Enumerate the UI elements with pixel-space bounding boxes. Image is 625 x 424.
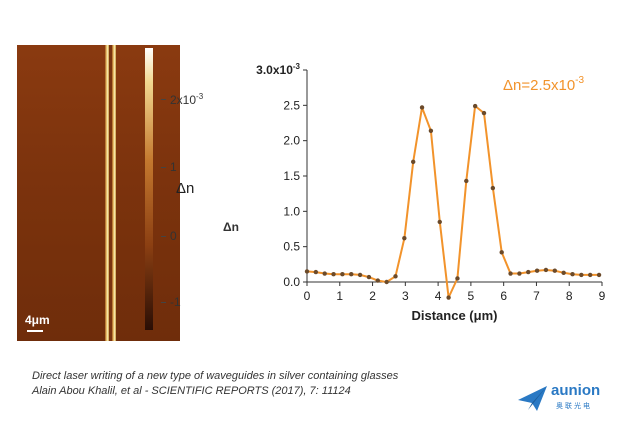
data-point <box>375 278 380 283</box>
data-point <box>543 267 549 273</box>
data-point <box>588 272 593 278</box>
data-point <box>313 269 319 275</box>
colorbar-label-1: 1 <box>170 160 177 174</box>
company-logo: aunion 奥联光电 <box>518 382 618 416</box>
scale-bar <box>27 330 43 332</box>
data-point <box>419 105 425 110</box>
series-line <box>306 105 599 299</box>
x-tick-label: 3 <box>402 289 409 303</box>
waveguide-left <box>105 45 109 341</box>
colorbar-tick <box>161 167 166 168</box>
x-tick-label: 1 <box>336 289 343 303</box>
data-point <box>596 272 602 278</box>
logo-subtitle: 奥联光电 <box>556 403 592 410</box>
data-point <box>428 128 434 133</box>
data-point <box>349 272 354 277</box>
data-point <box>570 272 575 277</box>
x-tick-label: 2 <box>369 289 376 303</box>
colorbar-label-minus-1: -1 <box>170 295 181 309</box>
x-tick-label: 0 <box>304 289 311 303</box>
data-point <box>340 272 345 277</box>
data-point <box>517 271 522 276</box>
y-tick-label: 1.0 <box>283 204 300 218</box>
data-point <box>508 271 513 276</box>
data-point <box>402 235 407 241</box>
data-point <box>446 295 451 300</box>
x-tick-label: 8 <box>566 289 573 303</box>
x-tick-label: 4 <box>435 289 442 303</box>
data-point <box>534 268 540 273</box>
data-point <box>499 250 504 255</box>
y-tick-label: 0.0 <box>283 275 300 289</box>
data-point <box>579 272 584 278</box>
x-tick-label: 5 <box>468 289 475 303</box>
waveguide-right <box>112 45 116 341</box>
caption-title: Direct laser writing of a new type of wa… <box>32 370 399 382</box>
x-tick-label: 9 <box>599 289 606 303</box>
data-point <box>331 272 336 277</box>
data-point <box>526 269 531 275</box>
paper-plane-icon <box>518 386 547 411</box>
x-tick-label: 6 <box>500 289 507 303</box>
data-point <box>561 270 566 276</box>
colorbar-tick <box>161 99 166 100</box>
data-point <box>490 185 496 191</box>
data-point <box>437 219 442 225</box>
y-tick-label: 2.5 <box>283 98 300 112</box>
data-point <box>464 178 469 184</box>
data-point <box>384 279 389 285</box>
waveguide-gap <box>109 45 112 341</box>
data-point <box>481 110 487 116</box>
y-tick-label-top: 3.0x10-3 <box>256 62 300 77</box>
data-point <box>411 159 416 165</box>
data-point <box>304 269 310 274</box>
colorbar-title: Δn <box>176 180 195 197</box>
data-point <box>357 272 363 278</box>
colorbar-tick <box>161 302 166 303</box>
data-point <box>393 274 398 279</box>
colorbar-label-0: 0 <box>170 229 177 243</box>
y-tick-label: 1.5 <box>283 169 300 183</box>
delta-n-side-label: Δn <box>223 220 239 234</box>
data-point <box>552 268 557 273</box>
colorbar-label-2: 2x10-3 <box>170 92 204 107</box>
data-point <box>472 103 478 109</box>
scale-bar-label: 4μm <box>25 313 50 327</box>
y-tick-label: 0.5 <box>283 240 300 254</box>
colorbar-tick <box>161 236 166 237</box>
data-point <box>322 271 327 276</box>
data-point <box>455 276 460 281</box>
logo-name: aunion <box>551 382 601 399</box>
y-tick-label: 2.0 <box>283 134 300 148</box>
caption-citation: Alain Abou Khalil, et al - SCIENTIFIC RE… <box>32 385 351 397</box>
x-tick-label: 7 <box>533 289 540 303</box>
colorbar <box>145 48 153 330</box>
peak-annotation: Δn=2.5x10-3 <box>503 75 585 94</box>
data-point <box>366 274 372 280</box>
x-axis-title: Distance (μm) <box>412 308 498 323</box>
